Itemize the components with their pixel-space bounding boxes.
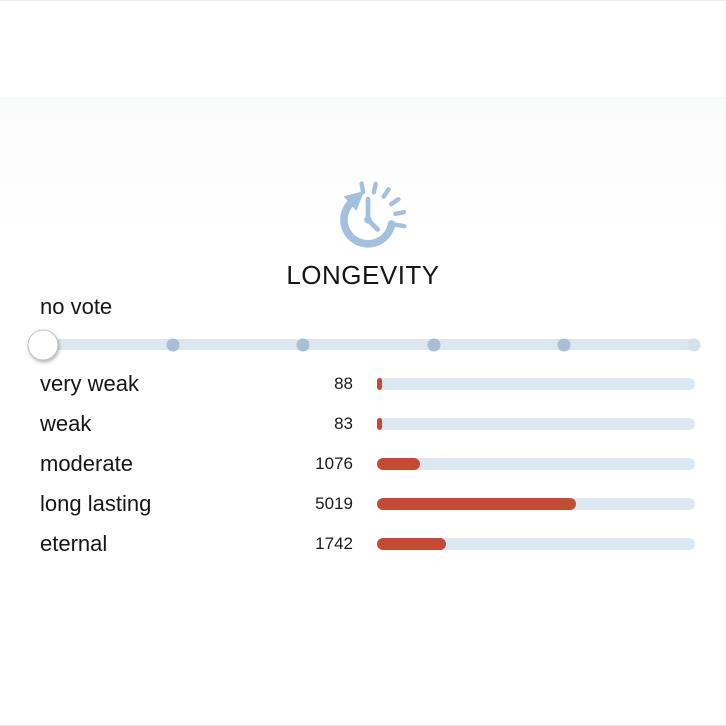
widget-title: LONGEVITY: [286, 260, 440, 290]
vote-option-label: long lasting: [40, 491, 152, 516]
slider-dot[interactable]: [296, 338, 310, 351]
vote-count: 5019: [315, 494, 353, 513]
vote-bar-fill: [377, 538, 447, 550]
vote-bar-fill: [377, 458, 420, 470]
vote-count: 83: [334, 414, 353, 433]
vote-option-label: moderate: [40, 451, 133, 476]
no-vote-label: no vote: [40, 294, 113, 319]
history-clock-icon: [326, 175, 410, 260]
vote-slider-thumb[interactable]: [27, 329, 59, 360]
vote-bar-track: [377, 498, 695, 510]
vote-count: 1742: [315, 534, 353, 553]
vote-bar-fill: [377, 378, 382, 390]
vote-row: weak 83: [40, 404, 695, 444]
vote-row: very weak 88: [40, 364, 695, 404]
slider-dot[interactable]: [427, 338, 441, 351]
vote-slider: [27, 329, 701, 360]
vote-row: moderate 1076: [40, 444, 695, 484]
vote-option-label: eternal: [40, 531, 108, 556]
slider-dot[interactable]: [557, 338, 571, 351]
vote-row: long lasting 5019: [40, 484, 695, 524]
vote-slider-track[interactable]: [43, 339, 694, 350]
vote-bar-fill: [377, 418, 382, 430]
slider-dot[interactable]: [166, 338, 180, 351]
vote-bar-track: [377, 378, 695, 390]
vote-bar-fill: [377, 498, 577, 510]
vote-bar-track: [377, 538, 695, 550]
vote-bar-track: [377, 458, 695, 470]
vote-bar-track: [377, 418, 695, 430]
widget-header: LONGEVITY: [0, 175, 726, 291]
slider-dot[interactable]: [687, 338, 701, 351]
vote-count: 88: [334, 374, 353, 393]
vote-row: eternal 1742: [40, 524, 695, 564]
vote-option-label: very weak: [40, 371, 140, 396]
vote-results-list: very weak 88 weak 83 moderate 1076 long …: [40, 364, 695, 564]
vote-count: 1076: [315, 454, 353, 473]
vote-option-label: weak: [40, 411, 92, 436]
